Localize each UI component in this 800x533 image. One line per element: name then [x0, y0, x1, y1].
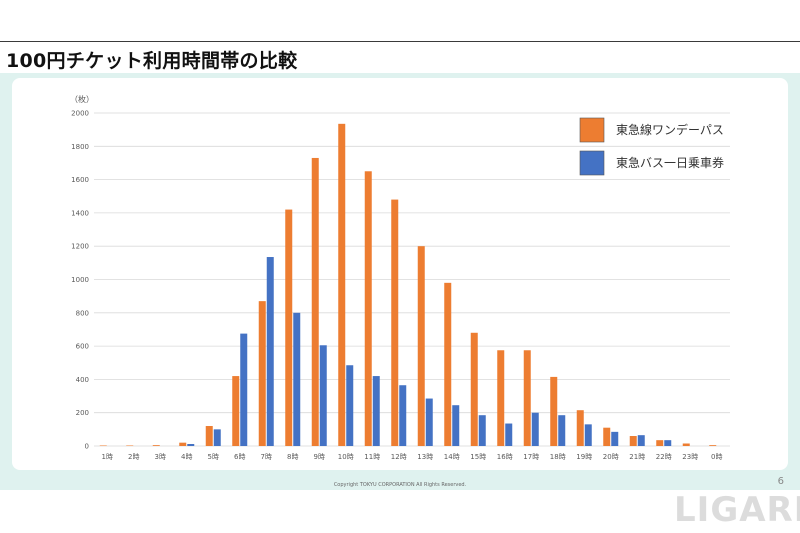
y-tick-label: 1000 [71, 276, 89, 284]
x-tick-label: 0時 [711, 453, 722, 461]
bar-series-2 [399, 385, 407, 446]
y-tick-label: 1200 [71, 243, 89, 251]
bar-series-1 [285, 209, 293, 446]
y-unit-label: （枚） [70, 94, 94, 104]
bar-series-1 [497, 350, 505, 446]
bar-series-1 [603, 427, 611, 446]
bar-series-1 [576, 410, 584, 446]
bar-series-2 [372, 376, 380, 446]
legend-label: 東急線ワンデーパス [616, 122, 724, 137]
bar-series-1 [656, 440, 664, 446]
bar-series-2 [611, 431, 619, 446]
x-tick-label: 16時 [497, 453, 513, 461]
x-tick-label: 8時 [287, 453, 298, 461]
x-tick-label: 12時 [391, 453, 407, 461]
ligare-watermark-logo: LIGARE [674, 490, 800, 530]
bar-series-2 [531, 412, 539, 446]
bar-series-1 [550, 376, 558, 446]
x-tick-label: 1時 [102, 453, 113, 461]
bar-series-1 [338, 123, 346, 446]
bar-series-2 [213, 429, 221, 446]
x-tick-label: 11時 [364, 453, 380, 461]
bar-series-1 [470, 332, 478, 446]
x-tick-label: 19時 [576, 453, 592, 461]
y-tick-label: 1400 [71, 209, 89, 217]
x-tick-label: 10時 [338, 453, 354, 461]
bar-series-1 [444, 282, 452, 446]
bar-series-1 [629, 436, 637, 446]
bar-chart: 0 200 400 600 800 1000 1200 1400 1600 1800 2000 （枚）… [70, 94, 730, 461]
y-tick-label: 2000 [71, 110, 89, 118]
y-tick-label: 400 [76, 376, 89, 384]
x-tick-label: 21時 [629, 453, 645, 461]
bar-series-2 [664, 440, 672, 446]
x-tick-label: 5時 [208, 453, 219, 461]
page-number: 6 [777, 476, 784, 487]
y-tick-label: 600 [76, 343, 89, 351]
bar-series-1 [417, 246, 425, 446]
bar-series-2 [319, 345, 327, 446]
bar-series-1 [311, 157, 319, 446]
y-tick-label: 200 [76, 409, 89, 417]
bar-series-2 [266, 257, 274, 446]
y-tick-label: 1600 [71, 176, 89, 184]
bar-series-1 [364, 171, 372, 446]
bar-series-2 [558, 415, 566, 446]
bar-series-2 [240, 333, 248, 446]
x-tick-label: 22時 [656, 453, 672, 461]
bar-series-2 [346, 365, 354, 446]
y-tick-label: 0 [85, 443, 89, 451]
legend-swatch [579, 117, 605, 143]
header-rule [0, 41, 800, 42]
x-tick-label: 17時 [523, 453, 539, 461]
x-tick-label: 15時 [470, 453, 486, 461]
bar-series-1 [709, 445, 717, 446]
bar-series-2 [187, 444, 195, 446]
bar-series-2 [293, 312, 301, 446]
x-tick-label: 4時 [181, 453, 192, 461]
x-tick-label: 18時 [550, 453, 566, 461]
bar-series-2 [584, 424, 592, 446]
x-tick-label: 2時 [128, 453, 139, 461]
bar-series-1 [391, 199, 399, 446]
chart-card: 0 200 400 600 800 1000 1200 1400 1600 1800 2000 （枚）… [12, 78, 788, 470]
y-tick-label: 800 [76, 309, 89, 317]
bar-series-2 [425, 398, 433, 446]
x-tick-label: 13時 [417, 453, 433, 461]
bar-series-2 [637, 435, 645, 446]
bar-series-2 [452, 405, 460, 446]
legend-label: 東急バス一日乗車券 [616, 155, 724, 170]
x-tick-label: 6時 [234, 453, 245, 461]
bar-series-1 [205, 426, 213, 446]
bar-series-1 [523, 350, 531, 446]
slide-title: 100円チケット利用時間帯の比較 [6, 50, 298, 72]
bar-series-1 [682, 443, 690, 446]
x-tick-label: 20時 [603, 453, 619, 461]
copyright-text: Copyright TOKYU CORPORATION All Rights R… [333, 482, 467, 488]
bar-series-1 [179, 442, 187, 446]
x-tick-label: 23時 [682, 453, 698, 461]
legend-swatch [579, 150, 605, 176]
bar-series-1 [232, 376, 240, 446]
bar-series-2 [505, 423, 513, 446]
y-tick-label: 1800 [71, 143, 89, 151]
x-tick-label: 9時 [314, 453, 325, 461]
x-tick-label: 14時 [444, 453, 460, 461]
bar-series-1 [152, 445, 160, 446]
bar-series-2 [478, 415, 486, 446]
x-tick-label: 7時 [261, 453, 272, 461]
x-tick-label: 3時 [155, 453, 166, 461]
bar-series-1 [258, 301, 266, 446]
